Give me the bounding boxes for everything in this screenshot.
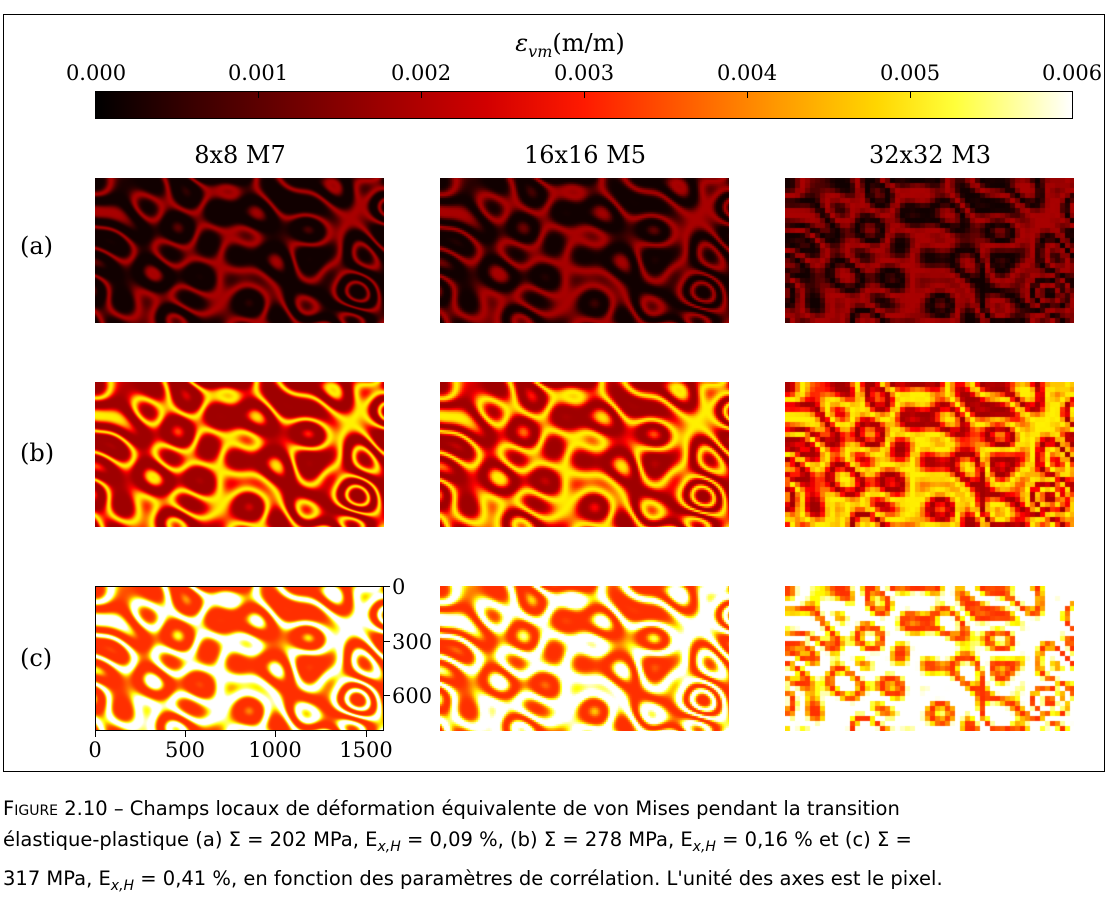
strain-map-c-8x8 [95, 586, 384, 731]
column-title-32x32: 32x32 M3 [868, 141, 992, 169]
figure-number: Figure 2.10 [3, 797, 108, 820]
y-tick-label: 600 [392, 684, 433, 708]
colorbar-tick: 0.002 [390, 61, 452, 85]
colorbar [95, 91, 1073, 119]
column-title-8x8: 8x8 M7 [194, 141, 286, 169]
colorbar-tick: 0.001 [227, 61, 289, 85]
x-tick-label: 1000 [248, 738, 302, 762]
strain-map-c-32x32 [785, 586, 1074, 731]
strain-map-a-8x8 [95, 178, 384, 323]
axes-frame [95, 586, 384, 731]
y-tick-label: 300 [392, 630, 433, 654]
colorbar-tick: 0.000 [65, 61, 127, 85]
row-label-b: (b) [20, 439, 55, 467]
strain-map-c-16x16 [440, 586, 729, 731]
colorbar-tick: 0.006 [1041, 61, 1103, 85]
colorbar-label: εvm(m/m) [515, 29, 625, 61]
strain-map-b-16x16 [440, 382, 729, 527]
strain-map-b-8x8 [95, 382, 384, 527]
figure-frame [3, 14, 1105, 772]
y-tick-label: 0 [392, 575, 406, 599]
figure-caption: Figure 2.10 – Champs locaux de déformati… [3, 797, 943, 894]
x-tick-label: 1500 [339, 738, 393, 762]
colorbar-tick: 0.003 [553, 61, 615, 85]
strain-map-b-32x32 [785, 382, 1074, 527]
column-title-16x16: 16x16 M5 [523, 141, 647, 169]
strain-map-a-16x16 [440, 178, 729, 323]
strain-map-a-32x32 [785, 178, 1074, 323]
colorbar-tick: 0.005 [879, 61, 941, 85]
x-tick-label: 500 [164, 738, 206, 762]
colorbar-tick: 0.004 [716, 61, 778, 85]
row-label-a: (a) [20, 232, 54, 260]
x-tick-label: 0 [88, 738, 102, 762]
row-label-c: (c) [20, 644, 53, 672]
